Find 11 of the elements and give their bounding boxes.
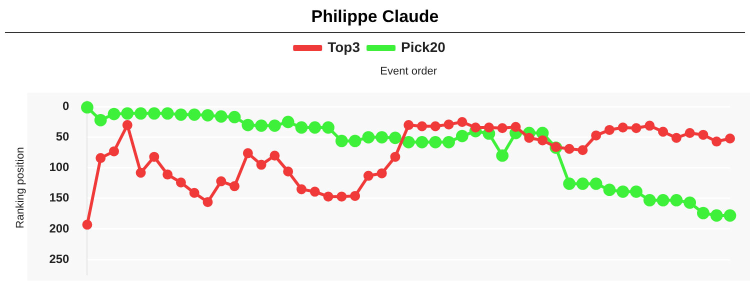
legend-label: Pick20	[401, 38, 446, 55]
y-axis-title: Ranking position	[14, 147, 27, 228]
y-tick-label: 200	[49, 221, 70, 236]
y-tick-label: 250	[49, 252, 70, 266]
y-tick-label: 150	[49, 190, 70, 205]
chart-title: Philippe Claude	[5, 0, 745, 33]
y-tick-label: 50	[56, 130, 70, 144]
y-tick-label: 0	[62, 99, 70, 114]
x-axis-title: Event order	[380, 66, 438, 78]
legend-label: Top3	[328, 38, 360, 55]
y-tick-label: 100	[49, 160, 70, 174]
